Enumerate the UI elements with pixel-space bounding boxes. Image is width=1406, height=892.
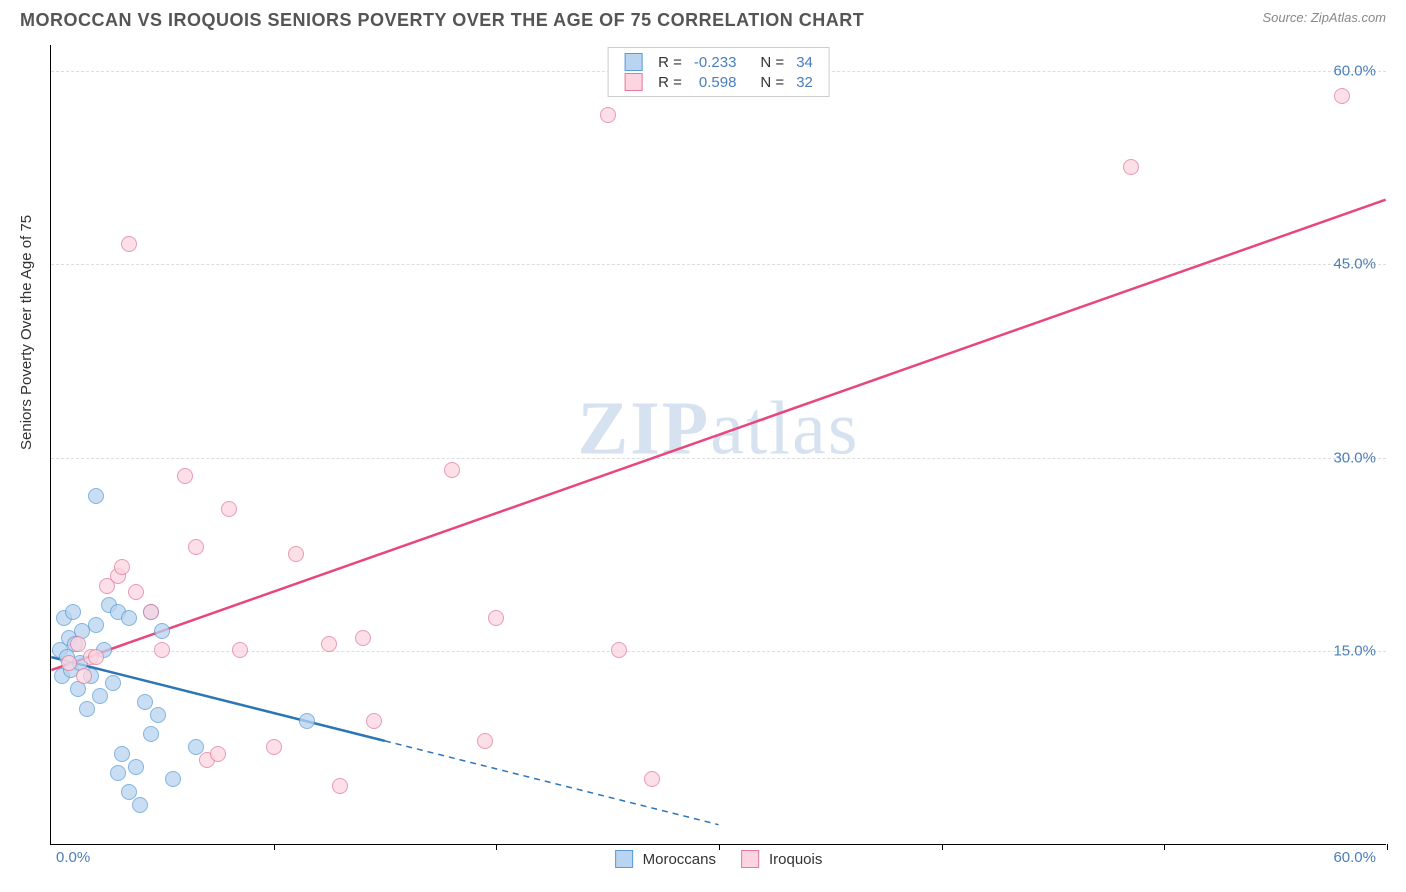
correlation-legend: R =-0.233 N =34 R =0.598 N =32 bbox=[607, 47, 830, 97]
watermark-text: ZIPatlas bbox=[578, 385, 860, 472]
data-point bbox=[76, 668, 92, 684]
data-point bbox=[128, 759, 144, 775]
data-point bbox=[366, 713, 382, 729]
data-point bbox=[288, 546, 304, 562]
x-tick bbox=[496, 844, 497, 850]
data-point bbox=[132, 797, 148, 813]
data-point bbox=[210, 746, 226, 762]
data-point bbox=[114, 746, 130, 762]
data-point bbox=[154, 642, 170, 658]
data-point bbox=[105, 675, 121, 691]
data-point bbox=[355, 630, 371, 646]
x-tick bbox=[1164, 844, 1165, 850]
r-value: -0.233 bbox=[688, 52, 743, 72]
data-point bbox=[477, 733, 493, 749]
data-point bbox=[70, 636, 86, 652]
x-tick bbox=[942, 844, 943, 850]
legend-stat-row: R =-0.233 N =34 bbox=[618, 52, 819, 72]
data-point bbox=[128, 584, 144, 600]
scatter-plot-area: ZIPatlas 15.0% 30.0% 45.0% 60.0% R =-0.233 N… bbox=[50, 45, 1386, 845]
data-point bbox=[88, 649, 104, 665]
n-value: 32 bbox=[790, 72, 819, 92]
r-value: 0.598 bbox=[688, 72, 743, 92]
legend-swatch bbox=[741, 850, 759, 868]
data-point bbox=[1123, 159, 1139, 175]
data-point bbox=[150, 707, 166, 723]
y-tick-label: 45.0% bbox=[1333, 256, 1376, 273]
source-attribution: Source: ZipAtlas.com bbox=[1262, 10, 1386, 25]
data-point bbox=[488, 610, 504, 626]
legend-swatch bbox=[615, 850, 633, 868]
data-point bbox=[110, 765, 126, 781]
gridline bbox=[51, 458, 1386, 459]
data-point bbox=[165, 771, 181, 787]
data-point bbox=[79, 701, 95, 717]
r-label: R = bbox=[652, 52, 688, 72]
data-point bbox=[137, 694, 153, 710]
data-point bbox=[266, 739, 282, 755]
data-point bbox=[177, 468, 193, 484]
legend-swatch bbox=[624, 73, 642, 91]
y-axis-title: Seniors Poverty Over the Age of 75 bbox=[18, 215, 35, 450]
y-tick-label: 15.0% bbox=[1333, 643, 1376, 660]
data-point bbox=[221, 501, 237, 517]
data-point bbox=[121, 236, 137, 252]
data-point bbox=[644, 771, 660, 787]
data-point bbox=[299, 713, 315, 729]
data-point bbox=[1334, 88, 1350, 104]
data-point bbox=[114, 559, 130, 575]
n-label: N = bbox=[754, 72, 790, 92]
data-point bbox=[88, 617, 104, 633]
x-axis-min-label: 0.0% bbox=[56, 849, 90, 866]
data-point bbox=[61, 655, 77, 671]
data-point bbox=[232, 642, 248, 658]
data-point bbox=[121, 610, 137, 626]
legend-label: Iroquois bbox=[769, 851, 822, 868]
legend-label: Moroccans bbox=[643, 851, 716, 868]
legend-swatch bbox=[624, 53, 642, 71]
gridline bbox=[51, 264, 1386, 265]
x-tick bbox=[274, 844, 275, 850]
data-point bbox=[92, 688, 108, 704]
legend-stat-row: R =0.598 N =32 bbox=[618, 72, 819, 92]
data-point bbox=[143, 726, 159, 742]
data-point bbox=[600, 107, 616, 123]
n-value: 34 bbox=[790, 52, 819, 72]
data-point bbox=[143, 604, 159, 620]
gridline bbox=[51, 651, 1386, 652]
legend-item: Iroquois bbox=[741, 850, 822, 868]
y-tick-label: 30.0% bbox=[1333, 449, 1376, 466]
y-tick-label: 60.0% bbox=[1333, 62, 1376, 79]
chart-title: MOROCCAN VS IROQUOIS SENIORS POVERTY OVE… bbox=[20, 10, 864, 31]
legend-item: Moroccans bbox=[615, 850, 716, 868]
data-point bbox=[154, 623, 170, 639]
r-label: R = bbox=[652, 72, 688, 92]
data-point bbox=[188, 539, 204, 555]
x-axis-max-label: 60.0% bbox=[1333, 849, 1376, 866]
n-label: N = bbox=[754, 52, 790, 72]
data-point bbox=[611, 642, 627, 658]
data-point bbox=[321, 636, 337, 652]
data-point bbox=[88, 488, 104, 504]
x-tick bbox=[1387, 844, 1388, 850]
data-point bbox=[65, 604, 81, 620]
data-point bbox=[444, 462, 460, 478]
data-point bbox=[332, 778, 348, 794]
series-legend: Moroccans Iroquois bbox=[615, 850, 823, 868]
trend-lines bbox=[51, 45, 1386, 844]
